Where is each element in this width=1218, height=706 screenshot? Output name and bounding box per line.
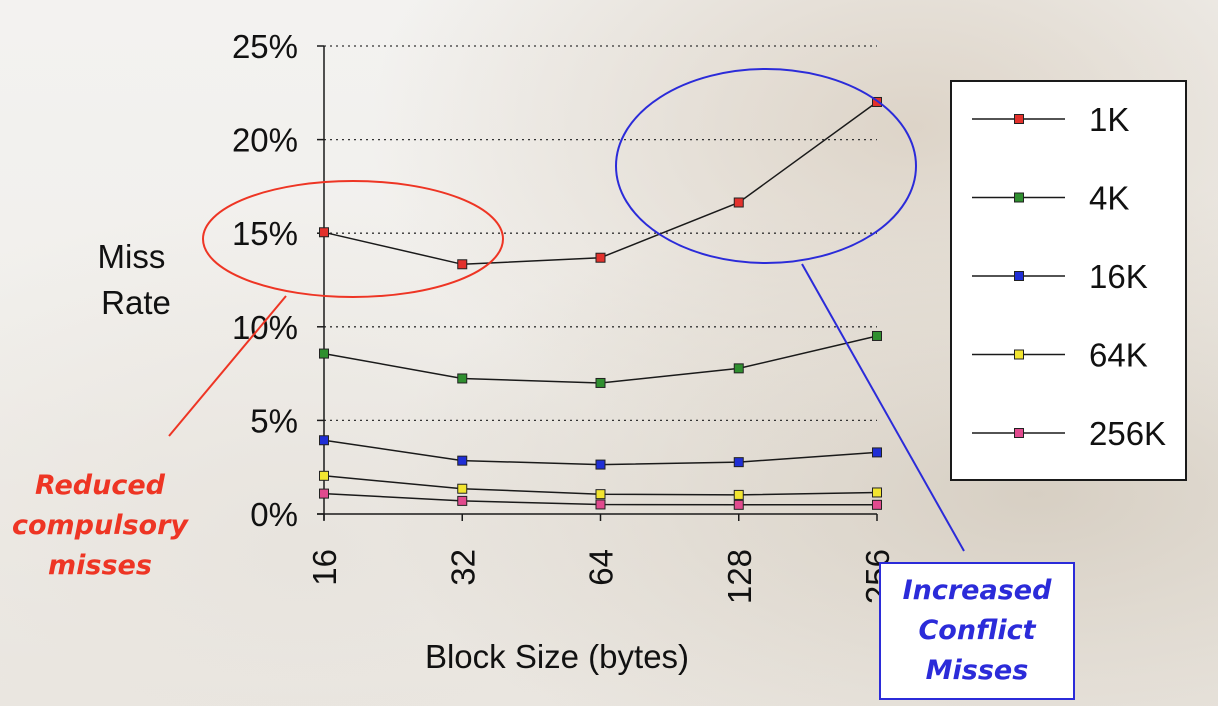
y-axis-label-line: Miss (98, 238, 166, 275)
x-axis-label: Block Size (bytes) (425, 638, 689, 675)
legend-item-1k: 1K (972, 101, 1129, 138)
increased-conflict-misses-callout: Increased Conflict Misses (879, 562, 1075, 700)
legend-label: 4K (1089, 180, 1129, 217)
callout-line: Misses (925, 655, 1029, 686)
y-axis-label-line: Rate (101, 284, 171, 321)
series-line (323, 101, 878, 266)
series-group (319, 96, 882, 510)
legend-item-16k: 16K (972, 258, 1148, 295)
legend-marker (1014, 428, 1024, 438)
data-point (595, 252, 606, 263)
conflict-misses-pointer (801, 263, 965, 552)
x-tick-label: 32 (444, 549, 481, 586)
data-point (457, 373, 468, 384)
conflict-misses-ellipse (615, 68, 917, 264)
legend-item-256k: 256K (972, 415, 1166, 452)
series-64k (319, 470, 882, 500)
data-point (457, 483, 468, 494)
legend-marker (1014, 114, 1024, 124)
series-256k (319, 488, 882, 510)
y-tick-label: 10% (232, 309, 298, 346)
data-point (457, 259, 468, 270)
callout-line: Conflict (918, 615, 1036, 646)
y-tick-label: 0% (250, 496, 298, 533)
legend-marker (1014, 192, 1024, 203)
legend-item-4k: 4K (972, 180, 1129, 217)
callout-line: Increased (902, 575, 1052, 606)
data-point (872, 487, 882, 498)
legend-item-64k: 64K (972, 337, 1148, 374)
legend: 1K 4K 16K 64K 256K (950, 80, 1187, 481)
data-point (872, 330, 882, 341)
x-tick-label: 16 (306, 549, 343, 586)
data-point (733, 197, 744, 208)
y-tick-label: 20% (232, 122, 298, 159)
data-point (319, 348, 329, 359)
data-point (595, 489, 606, 500)
data-point (319, 435, 329, 446)
legend-label: 1K (1089, 101, 1129, 138)
data-point (872, 499, 882, 510)
data-point (733, 499, 744, 510)
callout-line: Reduced (35, 470, 165, 501)
y-tick-label: 5% (250, 402, 298, 439)
data-point (457, 455, 468, 466)
data-point (872, 447, 882, 458)
series-1k (319, 96, 882, 270)
data-point (733, 489, 744, 500)
reduced-compulsory-misses-callout: Reduced compulsory misses (0, 466, 200, 586)
y-tick-label: 25% (232, 28, 298, 65)
x-tick-label: 128 (721, 549, 758, 604)
y-axis-label: Miss Rate (98, 238, 175, 321)
data-point (595, 377, 606, 388)
data-point (457, 495, 468, 506)
data-point (595, 459, 606, 470)
legend-marker (1014, 349, 1024, 360)
legend-box (950, 80, 1187, 481)
gridlines (324, 45, 877, 422)
legend-label: 16K (1089, 258, 1148, 295)
series-line (323, 335, 878, 384)
data-point (733, 457, 744, 468)
compulsory-misses-pointer (168, 295, 287, 437)
x-tick-labels: 16 32 64 128 256 (306, 549, 896, 604)
y-tick-labels: 0% 5% 10% 15% 20% 25% (232, 28, 298, 533)
data-point (319, 470, 329, 481)
series-4k (319, 330, 882, 388)
compulsory-misses-ellipse (202, 180, 504, 298)
data-point (319, 227, 329, 238)
x-tick-label: 64 (583, 549, 620, 586)
series-16k (319, 435, 882, 470)
callout-line: compulsory (11, 510, 189, 541)
data-point (595, 499, 606, 510)
legend-marker (1014, 271, 1024, 281)
legend-label: 64K (1089, 337, 1148, 374)
y-tick-label: 15% (232, 215, 298, 252)
data-point (319, 488, 329, 499)
callout-line: misses (48, 550, 152, 581)
data-point (733, 363, 744, 374)
axes (317, 45, 878, 521)
legend-label: 256K (1089, 415, 1166, 452)
